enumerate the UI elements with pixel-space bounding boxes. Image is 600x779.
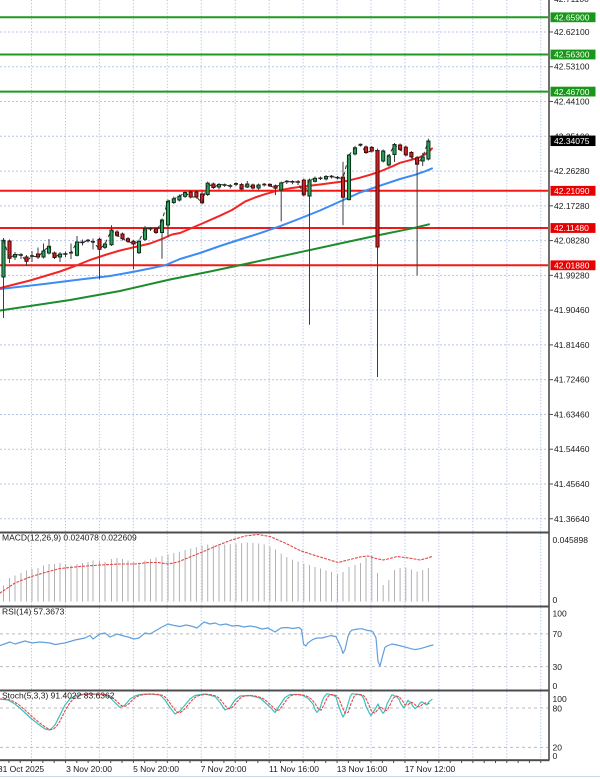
- svg-text:42.11480: 42.11480: [554, 223, 589, 233]
- svg-text:41.90460: 41.90460: [554, 305, 590, 315]
- svg-text:41.81460: 41.81460: [554, 340, 590, 350]
- svg-text:7 Nov 20:00: 7 Nov 20:00: [201, 764, 247, 774]
- svg-text:42.34075: 42.34075: [554, 136, 590, 146]
- svg-text:11 Nov 16:00: 11 Nov 16:00: [269, 764, 319, 774]
- svg-text:30: 30: [553, 662, 563, 672]
- svg-text:13 Nov 16:00: 13 Nov 16:00: [337, 764, 388, 774]
- svg-text:42.53100: 42.53100: [554, 62, 590, 72]
- svg-text:100: 100: [553, 609, 567, 619]
- svg-text:42.65900: 42.65900: [554, 13, 590, 23]
- svg-text:0: 0: [553, 681, 558, 691]
- svg-text:41.36640: 41.36640: [554, 514, 590, 524]
- svg-text:3 Nov 20:00: 3 Nov 20:00: [66, 764, 112, 774]
- svg-text:17 Nov 12:00: 17 Nov 12:00: [405, 764, 456, 774]
- svg-text:41.99280: 41.99280: [554, 270, 590, 280]
- svg-text:0: 0: [553, 751, 558, 761]
- svg-text:20: 20: [553, 743, 563, 753]
- svg-text:RSI(14) 57.3673: RSI(14) 57.3673: [2, 607, 65, 617]
- svg-text:100: 100: [553, 694, 567, 704]
- svg-text:5 Nov 20:00: 5 Nov 20:00: [133, 764, 179, 774]
- svg-text:41.63460: 41.63460: [554, 409, 590, 419]
- svg-text:0: 0: [553, 595, 558, 605]
- svg-text:41.45640: 41.45640: [554, 479, 590, 489]
- svg-text:42.44100: 42.44100: [554, 97, 590, 107]
- svg-text:42.01880: 42.01880: [554, 261, 590, 271]
- svg-text:80: 80: [553, 704, 563, 714]
- svg-text:Stoch(5,3,3) 91.4022 83.6362: Stoch(5,3,3) 91.4022 83.6362: [2, 691, 115, 701]
- svg-text:42.56300: 42.56300: [554, 50, 590, 60]
- svg-text:42.46700: 42.46700: [554, 87, 590, 97]
- svg-text:42.71100: 42.71100: [554, 0, 589, 4]
- svg-text:42.21090: 42.21090: [554, 186, 590, 196]
- svg-text:70: 70: [553, 629, 563, 639]
- svg-text:31 Oct 2025: 31 Oct 2025: [0, 764, 44, 774]
- svg-text:42.17280: 42.17280: [554, 201, 590, 211]
- svg-text:41.72460: 41.72460: [554, 375, 590, 385]
- svg-text:42.26280: 42.26280: [554, 166, 590, 176]
- svg-text:42.62100: 42.62100: [554, 27, 590, 37]
- svg-text:0.045898: 0.045898: [553, 535, 589, 545]
- svg-text:41.54460: 41.54460: [554, 444, 590, 454]
- svg-text:MACD(12,26,9) 0.024078 0.02260: MACD(12,26,9) 0.024078 0.022609: [2, 533, 137, 543]
- svg-text:42.08280: 42.08280: [554, 236, 590, 246]
